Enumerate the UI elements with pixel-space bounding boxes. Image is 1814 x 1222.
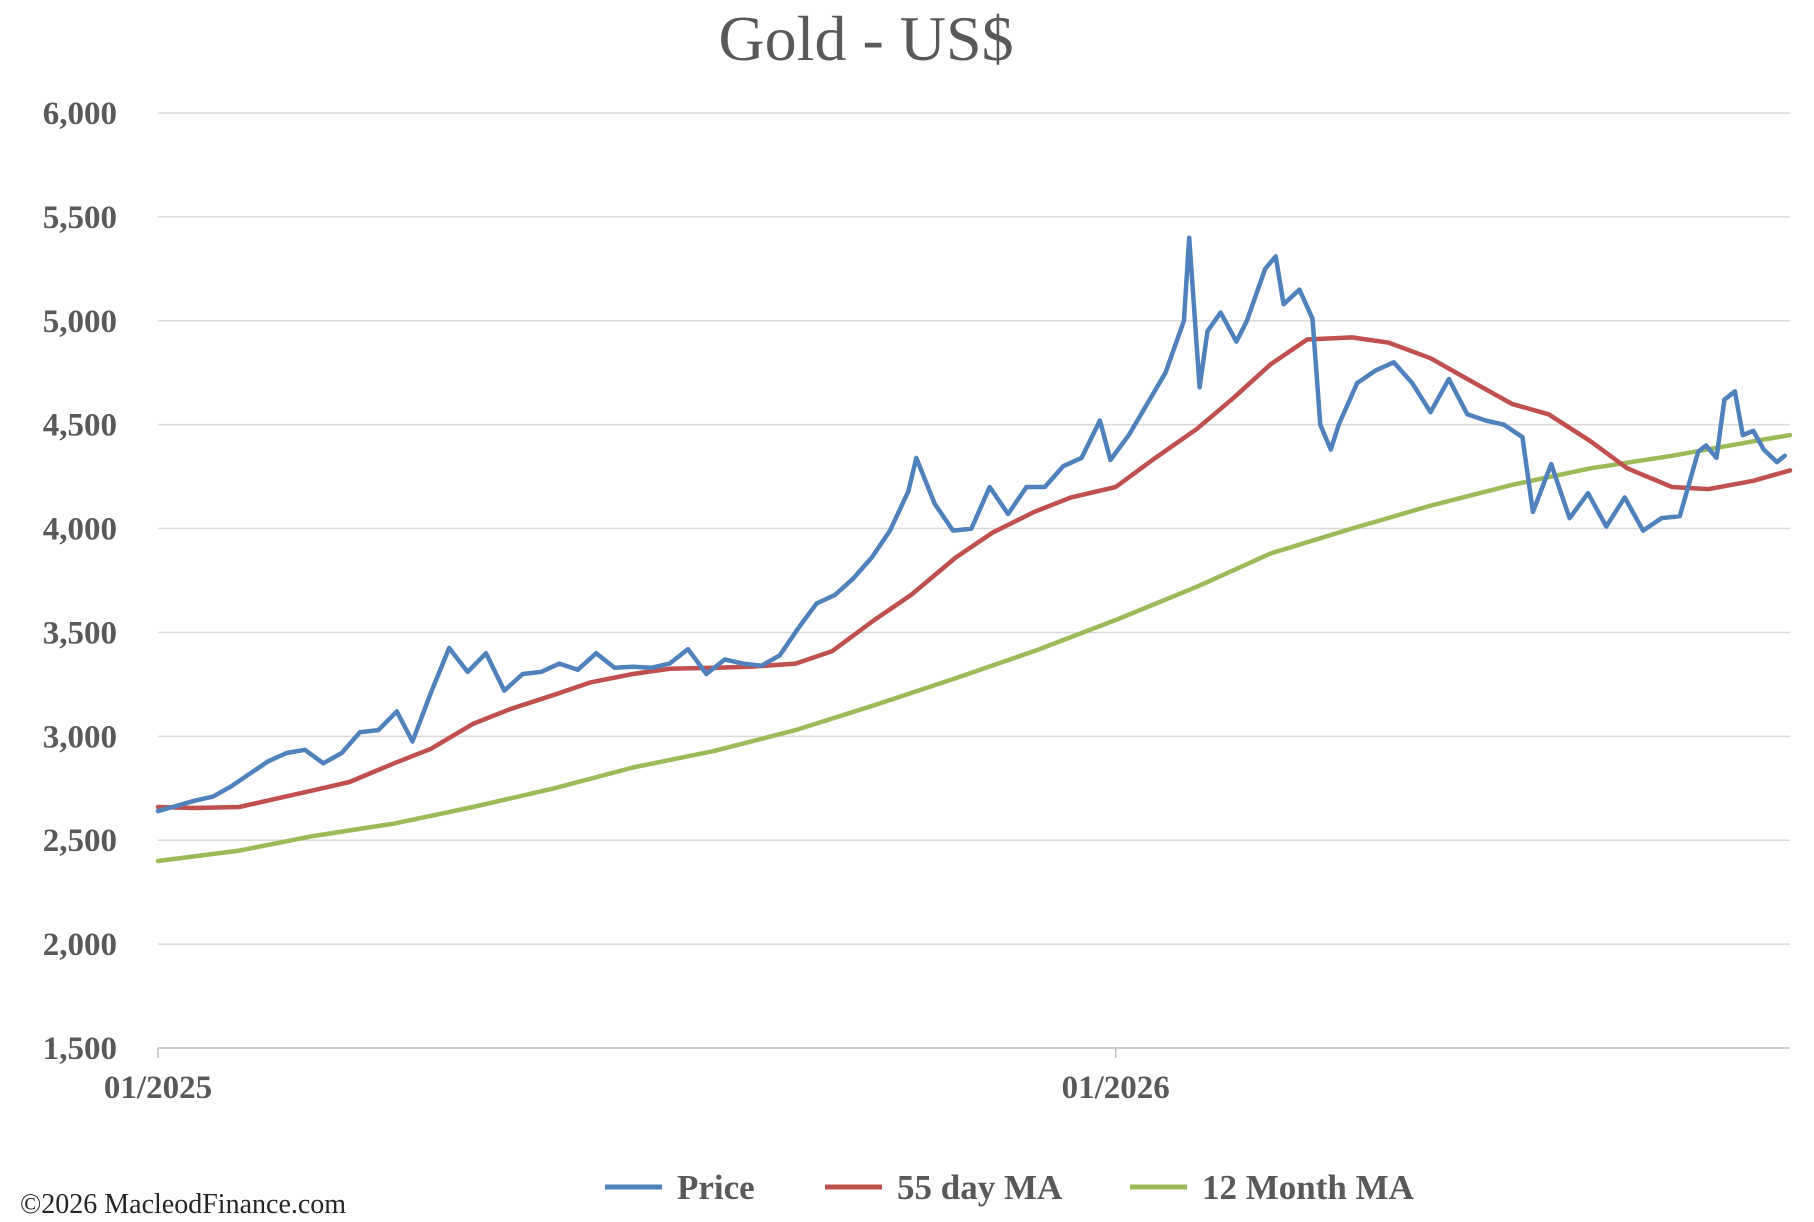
series-line-55-day-ma (155, 335, 1793, 811)
y-tick-label: 3,500 (43, 615, 117, 651)
y-tick-label: 2,000 (43, 927, 117, 963)
y-tick-label: 1,500 (43, 1031, 117, 1067)
y-tick-label: 5,500 (43, 200, 117, 236)
y-axis-ticks: 1,500 2,000 2,500 3,000 3,500 4,000 4,500 5,000… (43, 96, 117, 1067)
legend-label: 12 Month MA (1202, 1168, 1415, 1207)
legend: Price 55 day MA 12 Month MA (605, 1168, 1415, 1207)
copyright-text: ©2026 MacleodFinance.com (20, 1189, 346, 1220)
y-tick-label: 6,000 (43, 96, 117, 132)
series-line-price (155, 235, 1788, 814)
series-line-12-month-ma (155, 432, 1793, 864)
chart-title: Gold - US$ (718, 3, 1013, 74)
x-tick-label: 01/2026 (1062, 1070, 1170, 1106)
y-tick-label: 3,000 (43, 719, 117, 755)
series-lines (155, 235, 1793, 864)
legend-label: Price (677, 1168, 755, 1207)
gridlines (158, 112, 1790, 945)
y-tick-label: 2,500 (43, 823, 117, 859)
x-tick-label: 01/2025 (104, 1070, 212, 1106)
y-tick-label: 5,000 (43, 304, 117, 340)
x-axis: 01/2025 01/2026 (104, 1047, 1790, 1106)
y-tick-label: 4,500 (43, 408, 117, 444)
legend-label: 55 day MA (897, 1168, 1063, 1207)
y-tick-label: 4,000 (43, 512, 117, 548)
